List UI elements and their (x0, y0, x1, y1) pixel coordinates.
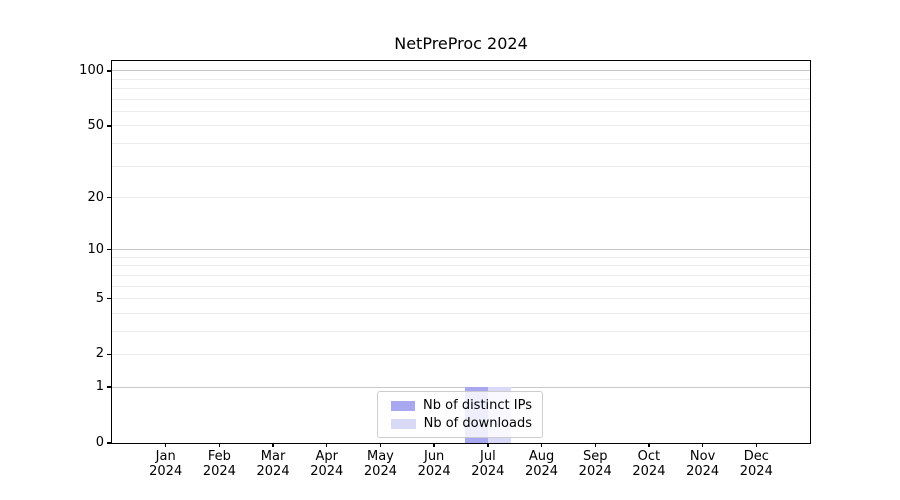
minor-gridline (112, 331, 810, 332)
minor-gridline (112, 257, 810, 258)
minor-gridline (112, 354, 810, 355)
y-tick-label: 1 (95, 379, 104, 395)
x-tick-label: Sep 2024 (565, 449, 625, 479)
x-tick-mark (218, 443, 221, 447)
chart-title: NetPreProc 2024 (394, 34, 528, 53)
y-tick-label: 10 (87, 241, 104, 257)
x-tick-mark (164, 443, 167, 447)
x-tick-label: Dec 2024 (726, 449, 786, 479)
x-tick-year: 2024 (686, 464, 720, 479)
y-tick-mark (107, 442, 112, 444)
minor-gridline (112, 265, 810, 266)
x-tick-month: Jun (423, 449, 445, 464)
x-tick-month: Aug (528, 449, 555, 464)
legend-label-downloads: Nb of downloads (423, 416, 532, 431)
x-tick-year: 2024 (310, 464, 344, 479)
x-tick-label: May 2024 (350, 449, 410, 479)
y-tick-mark (107, 125, 112, 127)
y-tick-mark (107, 70, 112, 72)
y-tick-mark (107, 353, 112, 356)
legend-item-distinct-ips: Nb of distinct IPs (391, 398, 532, 413)
x-tick-mark (326, 443, 328, 447)
x-tick-month: May (367, 449, 394, 464)
minor-gridline (112, 286, 810, 287)
y-tick-label: 2 (95, 346, 104, 362)
x-tick-label: Jan 2024 (136, 449, 196, 479)
x-tick-year: 2024 (149, 464, 183, 479)
x-tick-year: 2024 (202, 464, 236, 479)
x-tick-mark (755, 443, 757, 447)
minor-gridline (112, 275, 810, 276)
major-gridline (112, 249, 810, 250)
x-tick-label: Nov 2024 (673, 449, 733, 479)
x-tick-mark (379, 443, 382, 447)
x-tick-month: Dec (743, 449, 769, 464)
major-gridline (112, 387, 810, 388)
minor-gridline (112, 313, 810, 314)
x-tick-mark (701, 443, 704, 447)
y-tick-mark (107, 196, 112, 199)
y-tick-mark (107, 386, 112, 388)
minor-gridline (112, 99, 810, 100)
x-tick-month: Jul (480, 449, 496, 464)
x-tick-mark (540, 443, 543, 447)
x-tick-year: 2024 (578, 464, 612, 479)
x-tick-label: Feb 2024 (189, 449, 249, 479)
x-tick-label: Mar 2024 (243, 449, 303, 479)
x-tick-label: Oct 2024 (619, 449, 679, 479)
x-tick-year: 2024 (524, 464, 559, 479)
x-tick-label: Aug 2024 (512, 449, 572, 479)
x-tick-month: Apr (315, 449, 339, 464)
legend-label-distinct-ips: Nb of distinct IPs (423, 398, 532, 413)
y-tick-mark (107, 297, 112, 300)
x-tick-month: Feb (207, 449, 231, 464)
x-tick-month: Jan (155, 449, 176, 464)
x-tick-year: 2024 (739, 464, 773, 479)
minor-gridline (112, 143, 810, 144)
x-tick-year: 2024 (256, 464, 290, 479)
x-tick-mark (433, 443, 435, 447)
major-gridline (112, 70, 810, 71)
minor-gridline (112, 79, 810, 80)
minor-gridline (112, 88, 810, 89)
x-tick-mark (272, 443, 274, 447)
legend-item-downloads: Nb of downloads (391, 416, 532, 431)
minor-gridline (112, 298, 810, 299)
x-tick-year: 2024 (417, 464, 451, 479)
x-tick-month: Oct (637, 449, 661, 464)
x-tick-year: 2024 (632, 464, 666, 479)
x-tick-month: Mar (260, 449, 286, 464)
y-tick-label: 0 (95, 435, 104, 450)
legend-swatch-distinct-ips-icon (391, 400, 416, 411)
minor-gridline (112, 197, 810, 198)
legend: Nb of distinct IPs Nb of downloads (377, 391, 543, 438)
y-tick-label: 50 (87, 117, 104, 133)
minor-gridline (112, 166, 810, 167)
x-tick-mark (487, 443, 489, 447)
x-tick-label: Jun 2024 (404, 449, 464, 479)
y-tick-label: 5 (95, 290, 104, 306)
x-tick-label: Apr 2024 (297, 449, 357, 479)
minor-gridline (112, 111, 810, 112)
x-tick-label: Jul 2024 (458, 449, 518, 479)
x-tick-mark (594, 443, 596, 447)
x-tick-month: Nov (689, 449, 716, 464)
x-tick-year: 2024 (363, 464, 397, 479)
x-tick-mark (648, 443, 650, 447)
y-tick-mark (107, 248, 112, 251)
x-tick-month: Sep (582, 449, 608, 464)
y-tick-label: 100 (79, 62, 104, 78)
plot-area: Nb of distinct IPs Nb of downloads (111, 60, 811, 444)
x-tick-year: 2024 (471, 464, 505, 479)
minor-gridline (112, 125, 810, 126)
legend-swatch-downloads-icon (391, 418, 416, 429)
y-tick-label: 20 (87, 189, 104, 205)
